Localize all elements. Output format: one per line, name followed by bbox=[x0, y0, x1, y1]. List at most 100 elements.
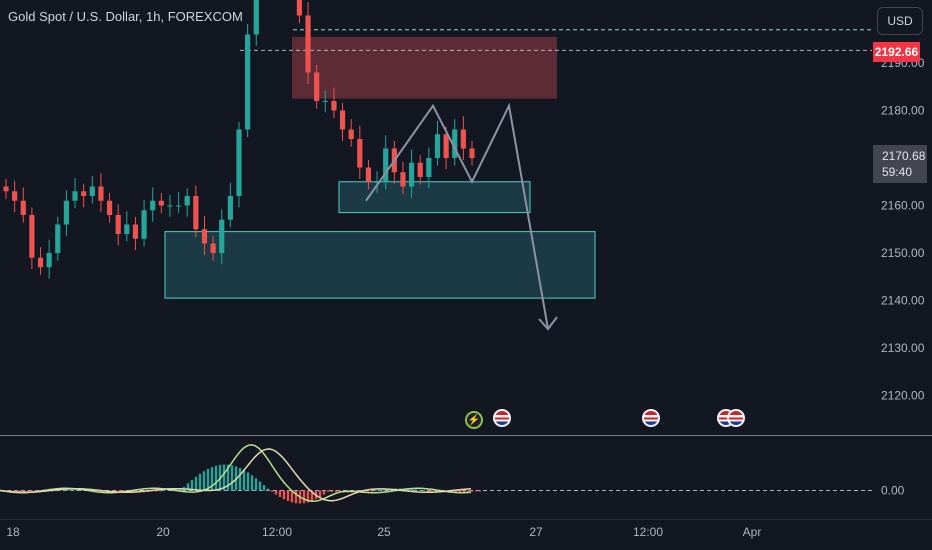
candle-body bbox=[305, 15, 311, 73]
macd-histogram-bar bbox=[250, 475, 254, 491]
macd-histogram-bar bbox=[270, 490, 274, 492]
macd-histogram-bar bbox=[378, 489, 382, 491]
candle-body bbox=[193, 196, 199, 230]
macd-histogram-bar bbox=[434, 490, 438, 492]
macd-histogram-bar bbox=[370, 490, 374, 492]
candle-body bbox=[365, 167, 372, 182]
macd-histogram-bar bbox=[302, 490, 306, 504]
candle-body bbox=[219, 219, 225, 253]
macd-histogram-bar bbox=[190, 479, 194, 491]
macd-histogram-bar bbox=[418, 489, 422, 491]
last-price-box: 2170.68 59:40 bbox=[873, 145, 927, 183]
macd-histogram-bar bbox=[294, 490, 298, 504]
macd-histogram-bar bbox=[54, 490, 58, 492]
candle-body bbox=[339, 110, 346, 130]
bar-countdown: 59:40 bbox=[882, 165, 913, 179]
macd-histogram-bar bbox=[470, 490, 474, 492]
macd-histogram-bar bbox=[206, 468, 210, 491]
macd-histogram-bar bbox=[278, 490, 282, 497]
macd-histogram-bar bbox=[258, 481, 262, 491]
candle-body bbox=[443, 134, 449, 158]
candle-body bbox=[236, 129, 242, 196]
candle-body bbox=[46, 253, 52, 268]
macd-histogram-bar bbox=[174, 488, 178, 491]
time-tick-label: 20 bbox=[156, 525, 170, 539]
macd-histogram-bar bbox=[422, 490, 426, 492]
macd-histogram-bar bbox=[410, 488, 414, 491]
macd-histogram-bar bbox=[334, 490, 338, 493]
macd-histogram-bar bbox=[462, 490, 466, 493]
macd-histogram-bar bbox=[186, 483, 190, 491]
macd-histogram-bar bbox=[290, 490, 294, 503]
candle-body bbox=[426, 158, 432, 177]
macd-histogram-bar bbox=[118, 490, 122, 493]
candle-body bbox=[20, 200, 26, 215]
candle-body bbox=[158, 200, 164, 206]
candle-body bbox=[55, 224, 61, 253]
price-tick-label: 2130.00 bbox=[881, 341, 925, 355]
signal-line bbox=[0, 448, 472, 502]
chart-title: Gold Spot / U.S. Dollar, 1h, FOREXCOM bbox=[8, 9, 243, 24]
demand-zone-small bbox=[338, 181, 531, 214]
candle-body bbox=[29, 215, 35, 258]
time-tick-label: 12:00 bbox=[262, 525, 292, 539]
time-tick-label: 12:00 bbox=[633, 525, 663, 539]
macd-histogram-bar bbox=[326, 490, 330, 492]
us-flag-event-icon[interactable] bbox=[493, 409, 511, 427]
macd-histogram-bar bbox=[474, 490, 478, 492]
candle-body bbox=[124, 224, 130, 234]
macd-histogram-bar bbox=[114, 490, 118, 492]
candle-body bbox=[314, 72, 320, 101]
macd-histogram-bar bbox=[330, 490, 334, 492]
candle-body bbox=[469, 148, 475, 158]
projection-path bbox=[365, 102, 549, 330]
candle-body bbox=[3, 186, 9, 192]
macd-histogram-bar bbox=[222, 464, 226, 491]
candle-body bbox=[98, 186, 104, 201]
macd-histogram-bar bbox=[202, 471, 206, 491]
macd-histogram-bar bbox=[154, 490, 158, 492]
time-tick-label: 27 bbox=[529, 525, 543, 539]
candle-body bbox=[141, 210, 147, 239]
macd-histogram-bar bbox=[242, 470, 246, 491]
macd-histogram-bar bbox=[194, 476, 198, 491]
candle-body bbox=[37, 257, 44, 268]
macd-histogram-bar bbox=[198, 473, 202, 491]
candle-body bbox=[434, 134, 441, 158]
time-tick-label: 18 bbox=[6, 525, 20, 539]
supply-zone bbox=[292, 36, 557, 99]
macd-histogram-bar bbox=[374, 490, 378, 492]
price-tick-label: 2150.00 bbox=[881, 246, 925, 260]
price-tick-label: 2180.00 bbox=[881, 104, 925, 118]
macd-histogram-bar bbox=[414, 489, 418, 491]
candle-body bbox=[201, 229, 208, 244]
us-flag-event-icon[interactable] bbox=[727, 409, 745, 427]
candle-body bbox=[72, 191, 78, 201]
currency-button[interactable]: USD bbox=[877, 7, 923, 35]
macd-histogram-bar bbox=[262, 485, 266, 491]
time-tick-label: Apr bbox=[743, 525, 762, 539]
candle-body bbox=[460, 129, 466, 149]
macd-histogram-bar bbox=[282, 490, 286, 500]
candle-body bbox=[253, 0, 259, 35]
macd-histogram-bar bbox=[478, 490, 482, 492]
candle-body bbox=[245, 34, 251, 130]
macd-histogram-bar bbox=[214, 465, 218, 491]
candle-body bbox=[150, 200, 156, 211]
macd-histogram-bar bbox=[458, 490, 462, 493]
macd-histogram-bar bbox=[322, 490, 326, 495]
macd-histogram-bar bbox=[210, 467, 214, 491]
candle-body bbox=[184, 196, 190, 206]
macd-histogram-bar bbox=[226, 464, 230, 491]
last-price: 2170.68 bbox=[882, 149, 926, 163]
macd-histogram-bar bbox=[66, 488, 70, 491]
macd-histogram-bar bbox=[274, 490, 278, 495]
macd-zero-label: 0.00 bbox=[881, 484, 905, 498]
flash-event-icon[interactable]: ⚡ bbox=[465, 411, 483, 429]
candle-body bbox=[322, 101, 328, 102]
us-flag-event-icon[interactable] bbox=[642, 409, 660, 427]
macd-histogram-bar bbox=[466, 490, 470, 492]
demand-zone-large bbox=[164, 231, 596, 299]
macd-histogram-bar bbox=[318, 490, 322, 497]
